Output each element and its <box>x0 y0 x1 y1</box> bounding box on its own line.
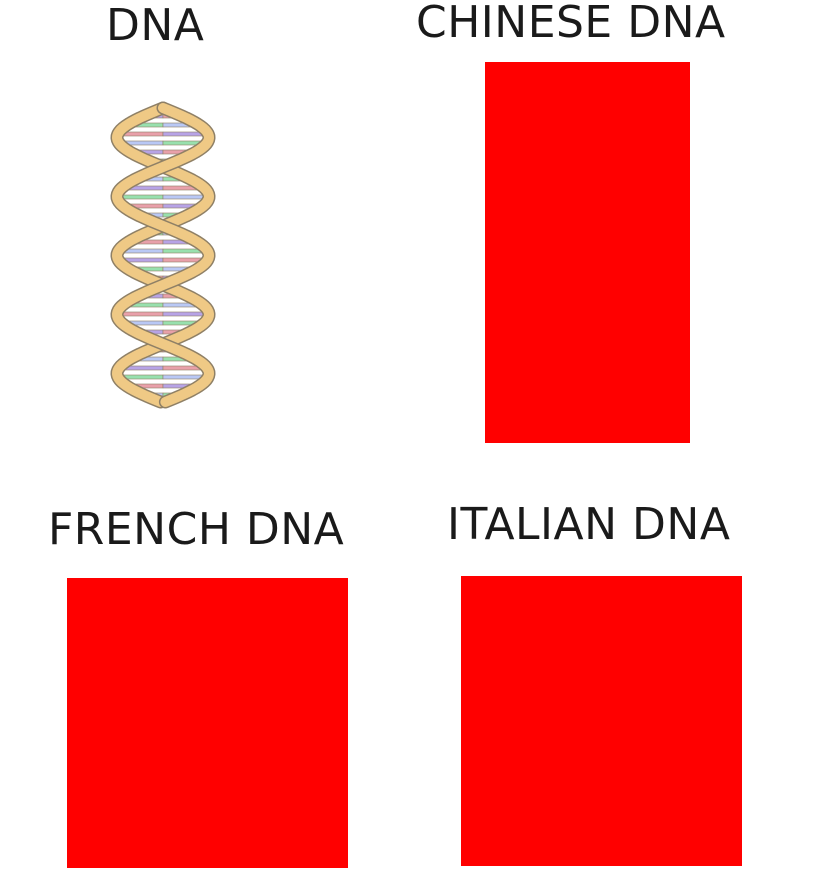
helix-strand <box>112 103 214 407</box>
helix-strand <box>112 103 214 407</box>
chinese-dna-red-rectangle <box>485 62 690 443</box>
dna-helix-icon <box>110 101 216 409</box>
french-dna-title: FRENCH DNA <box>48 504 345 555</box>
italian-dna-red-rectangle <box>461 576 742 866</box>
dna-title: DNA <box>106 0 205 51</box>
italian-dna-title: ITALIAN DNA <box>447 499 731 550</box>
french-dna-red-rectangle <box>67 578 348 868</box>
chinese-dna-title: CHINESE DNA <box>416 0 726 48</box>
